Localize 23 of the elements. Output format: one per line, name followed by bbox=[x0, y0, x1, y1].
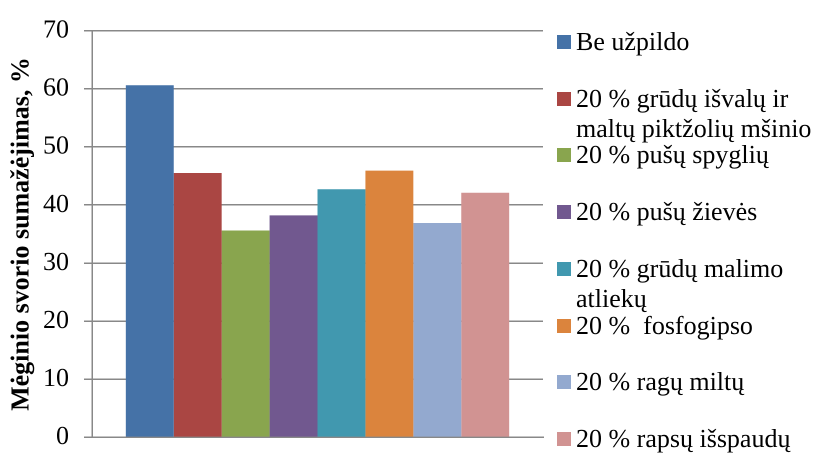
bar bbox=[365, 170, 414, 437]
bar bbox=[126, 85, 174, 437]
y-tick-label: 40 bbox=[43, 188, 69, 218]
bar bbox=[222, 230, 270, 437]
y-tick-label: 30 bbox=[43, 246, 69, 276]
legend-label: Be užpildo bbox=[576, 27, 690, 57]
y-tick-label: 10 bbox=[43, 363, 69, 392]
bar bbox=[174, 172, 222, 437]
y-tick-label: 70 bbox=[43, 14, 69, 44]
y-tick-label: 60 bbox=[43, 72, 69, 102]
legend-label: 20 % pušų žievės bbox=[576, 197, 758, 228]
y-axis-title: Mėginio svorio sumažėjimas, % bbox=[5, 57, 34, 411]
bar bbox=[318, 189, 366, 437]
legend-label: 20 % grūdų malimo atliekų bbox=[576, 254, 784, 314]
y-tick-label: 50 bbox=[43, 130, 69, 160]
legend-label: 20 % rapsų išspaudų bbox=[576, 424, 792, 454]
bar bbox=[270, 215, 318, 437]
y-tick-label: 0 bbox=[56, 421, 69, 450]
legend-label: 20 % ragų miltų bbox=[576, 367, 746, 398]
y-tick-label: 20 bbox=[43, 305, 69, 334]
legend-label: 20 % grūdų išvalų ir maltų piktžolių mšinio bbox=[576, 84, 812, 144]
bar bbox=[461, 192, 510, 437]
bar bbox=[413, 222, 462, 437]
